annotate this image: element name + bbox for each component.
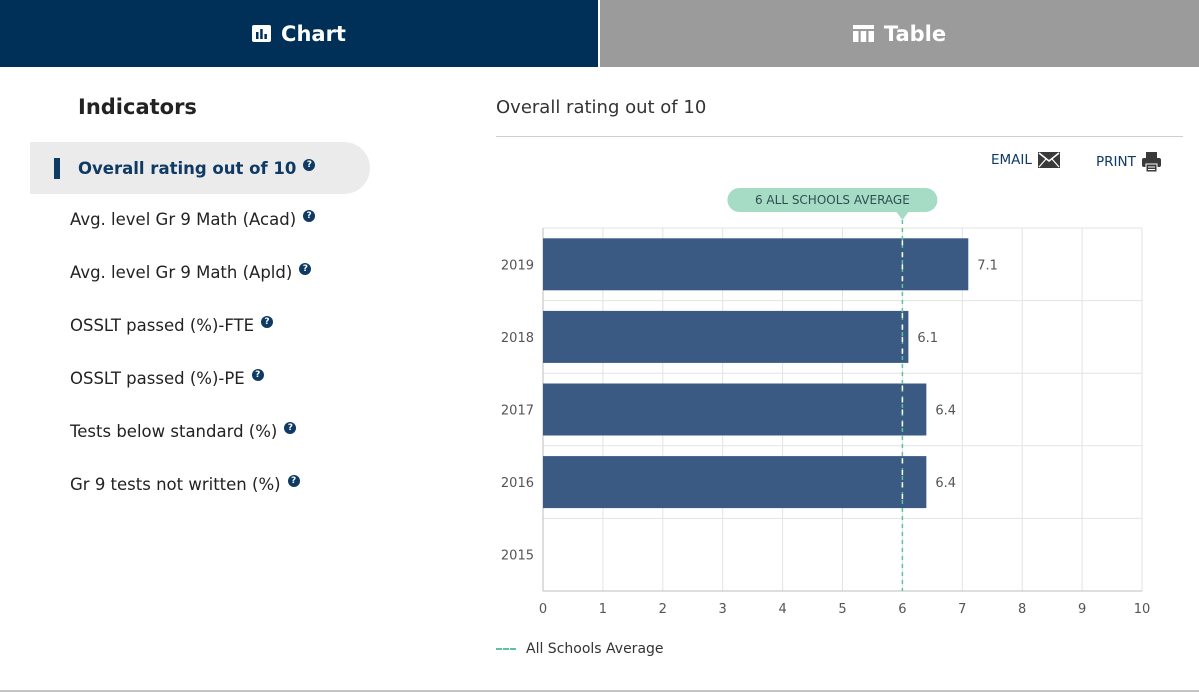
title-divider xyxy=(496,136,1183,137)
help-icon[interactable]: ? xyxy=(251,369,264,381)
tab-table[interactable]: Table xyxy=(598,0,1199,67)
x-tick-label: 5 xyxy=(838,602,846,617)
rating-bar-chart: 2019 7.1 2018 6.1 2017 6.4 2016 6.4 2015 0 1 2 3 4 5 6 7… xyxy=(501,188,1151,617)
bottom-divider xyxy=(0,690,1199,692)
tab-chart-label: Chart xyxy=(281,21,346,46)
legend-label: All Schools Average xyxy=(526,641,664,657)
email-button[interactable]: EMAIL xyxy=(991,152,1060,168)
bar-value-label: 7.1 xyxy=(977,258,998,273)
help-icon[interactable]: ? xyxy=(261,316,274,328)
indicator-label: OSSLT passed (%)-PE xyxy=(70,368,245,388)
active-indicator-bar xyxy=(54,158,60,179)
indicator-item-tests-not-written[interactable]: Gr 9 tests not written (%) ? xyxy=(70,460,300,508)
category-label: 2017 xyxy=(501,404,534,419)
indicator-item-osslt-pe[interactable]: OSSLT passed (%)-PE ? xyxy=(70,354,264,402)
bar xyxy=(543,456,927,509)
print-label: PRINT xyxy=(1096,154,1136,170)
chart-title: Overall rating out of 10 xyxy=(496,97,707,118)
indicator-label: Overall rating out of 10 xyxy=(78,158,297,178)
x-tick-label: 3 xyxy=(719,602,727,617)
indicator-label: Tests below standard (%) xyxy=(70,421,278,441)
category-label: 2016 xyxy=(501,476,534,491)
indicator-item-math-acad[interactable]: Avg. level Gr 9 Math (Acad) ? xyxy=(70,195,316,243)
email-label: EMAIL xyxy=(991,152,1032,168)
help-icon[interactable]: ? xyxy=(303,159,316,171)
legend-dashed-line-icon xyxy=(496,648,516,650)
printer-icon xyxy=(1141,152,1161,172)
bar xyxy=(543,238,969,291)
bar-chart-icon xyxy=(252,25,272,42)
bar-value-label: 6.4 xyxy=(935,404,956,419)
bar xyxy=(543,310,909,363)
bar xyxy=(543,383,927,436)
x-tick-label: 2 xyxy=(659,602,667,617)
x-tick-label: 10 xyxy=(1134,602,1151,617)
tab-table-label: Table xyxy=(883,21,947,46)
category-label: 2015 xyxy=(501,549,534,564)
category-label: 2018 xyxy=(501,331,534,346)
indicator-label: Gr 9 tests not written (%) xyxy=(70,474,281,494)
chart-legend: All Schools Average xyxy=(496,641,664,657)
indicator-item-math-apld[interactable]: Avg. level Gr 9 Math (Apld) ? xyxy=(70,248,312,296)
help-icon[interactable]: ? xyxy=(287,475,300,487)
x-tick-label: 9 xyxy=(1078,602,1086,617)
tab-chart[interactable]: Chart xyxy=(0,0,598,67)
x-tick-label: 4 xyxy=(778,602,786,617)
average-callout xyxy=(727,188,938,212)
x-tick-label: 6 xyxy=(898,602,906,617)
help-icon[interactable]: ? xyxy=(303,210,316,222)
indicator-item-osslt-fte[interactable]: OSSLT passed (%)-FTE ? xyxy=(70,301,274,349)
x-tick-label: 1 xyxy=(599,602,607,617)
indicator-item-tests-below-standard[interactable]: Tests below standard (%) ? xyxy=(70,407,297,455)
indicator-item-overall-rating[interactable]: Overall rating out of 10 ? xyxy=(30,142,370,194)
indicators-heading: Indicators xyxy=(78,95,197,119)
indicator-label: Avg. level Gr 9 Math (Apld) xyxy=(70,262,293,282)
envelope-icon xyxy=(1037,152,1060,168)
x-tick-label: 0 xyxy=(539,602,547,617)
average-callout-label: 6 ALL SCHOOLS AVERAGE xyxy=(755,193,910,207)
table-icon xyxy=(852,25,874,42)
indicator-label: OSSLT passed (%)-FTE xyxy=(70,315,255,335)
category-label: 2019 xyxy=(501,258,534,273)
print-button[interactable]: PRINT xyxy=(1096,152,1161,172)
help-icon[interactable]: ? xyxy=(284,422,297,434)
bar-value-label: 6.1 xyxy=(917,331,938,346)
help-icon[interactable]: ? xyxy=(299,263,312,275)
view-tabs: Chart Table xyxy=(0,0,1199,67)
x-tick-label: 7 xyxy=(958,602,966,617)
indicator-label: Avg. level Gr 9 Math (Acad) xyxy=(70,209,297,229)
x-tick-label: 8 xyxy=(1018,602,1026,617)
average-callout-pointer xyxy=(896,212,909,220)
bar-value-label: 6.4 xyxy=(935,476,956,491)
